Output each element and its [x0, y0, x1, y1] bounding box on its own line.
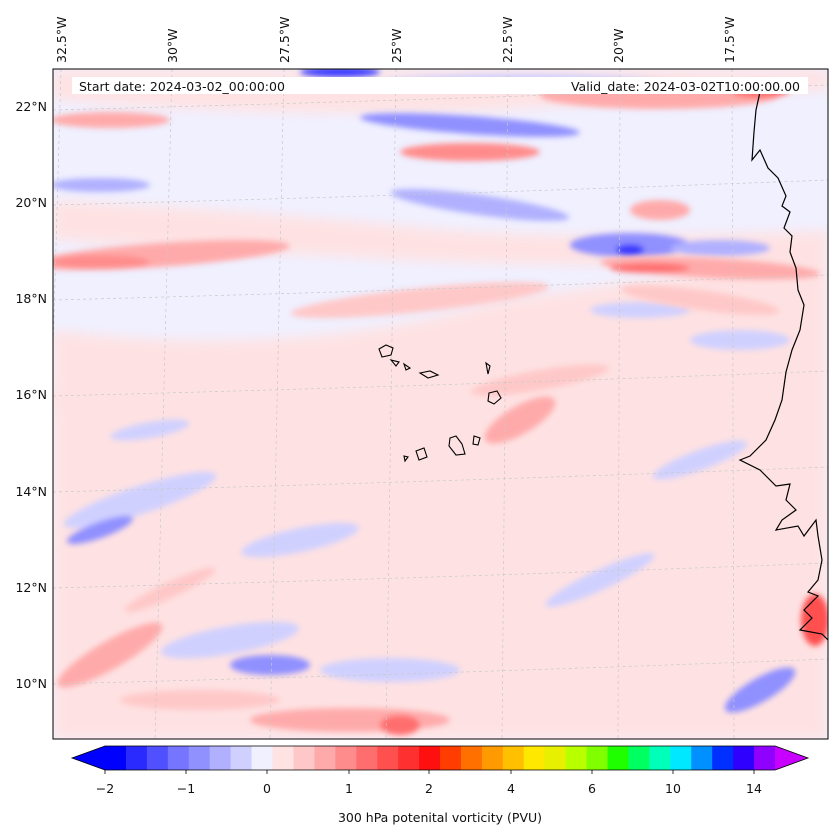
colorbar-tick-label: 1: [345, 781, 353, 796]
lat-label: 10°N: [15, 676, 47, 691]
colorbar-cell: [460, 746, 483, 770]
date-header-box: [72, 77, 808, 94]
lon-label: 25°W: [389, 28, 404, 63]
lat-label: 22°N: [15, 99, 47, 114]
colorbar-cell: [607, 746, 629, 770]
colorbar-cell: [230, 746, 253, 770]
colorbar-cell: [586, 746, 608, 770]
colorbar-cell: [251, 746, 273, 770]
africa-coastline: [738, 91, 828, 641]
colorbar-cell: [649, 746, 671, 770]
graticule: [53, 69, 828, 739]
colorbar-cell: [272, 746, 294, 770]
colorbar-cell: [712, 746, 734, 770]
colorbar-cell: [146, 746, 169, 770]
latitude-labels: 22°N 20°N 18°N 16°N 14°N 12°N 10°N: [15, 99, 47, 691]
colorbar-tick-label: −1: [177, 781, 195, 796]
colorbar-cell: [502, 746, 525, 770]
lon-label: 27.5°W: [277, 17, 292, 63]
colorbar-cell: [754, 746, 776, 770]
colorbar-cell: [398, 746, 420, 770]
colorbar-cell: [356, 746, 378, 770]
colorbar-cell: [125, 746, 148, 770]
lat-label: 12°N: [15, 580, 47, 595]
colorbar-tick-label: 4: [507, 781, 515, 796]
colorbar-cell: [293, 746, 315, 770]
colorbar-tick-label: 0: [263, 781, 271, 796]
map-frame: [52, 68, 829, 740]
colorbar-cell: [481, 746, 504, 770]
colorbar-cell: [544, 746, 567, 770]
colorbar-tick-label: 6: [588, 781, 596, 796]
colorbar-tick-label: 10: [665, 781, 681, 796]
colorbar-cell: [733, 746, 755, 770]
colorbar: −2 −1 0 1 2 4 6 10 14 300 hPa potenital …: [70, 745, 810, 825]
colorbar-cell: [377, 746, 399, 770]
start-date: Start date: 2024-03-02_00:00:00: [79, 79, 285, 94]
colorbar-cell: [167, 746, 190, 770]
colorbar-over-arrow: [775, 746, 808, 770]
colorbar-cell: [419, 746, 441, 770]
lon-label: 32.5°W: [54, 17, 69, 63]
lon-label: 22.5°W: [500, 17, 515, 63]
colorbar-cell: [565, 746, 588, 770]
lon-label: 30°W: [165, 28, 180, 63]
colorbar-under-arrow: [72, 746, 105, 770]
lat-label: 14°N: [15, 484, 47, 499]
lat-label: 20°N: [15, 195, 47, 210]
lon-label: 20°W: [611, 28, 626, 63]
colorbar-label: 300 hPa potenital vorticity (PVU): [338, 810, 542, 825]
colorbar-tick-label: −2: [96, 781, 114, 796]
colorbar-cell: [188, 746, 211, 770]
colorbar-cell: [691, 746, 713, 770]
colorbar-cell: [314, 746, 336, 770]
colorbar-cell: [209, 746, 232, 770]
colorbar-cell: [628, 746, 650, 770]
longitude-labels: 32.5°W 30°W 27.5°W 25°W 22.5°W 20°W 17.5…: [54, 17, 737, 63]
colorbar-tick-label: 14: [746, 781, 762, 796]
colorbar-tick-label: 2: [425, 781, 433, 796]
lat-label: 16°N: [15, 387, 47, 402]
lat-label: 18°N: [15, 291, 47, 306]
colorbar-cell: [523, 746, 546, 770]
pv-contour-field: [53, 69, 828, 739]
lon-label: 17.5°W: [722, 17, 737, 63]
colorbar-cell: [670, 746, 692, 770]
colorbar-cell: [105, 746, 127, 770]
colorbar-cell: [440, 746, 462, 770]
cape-verde-islands: [378, 344, 502, 463]
valid-date: Valid_date: 2024-03-02T10:00:00.00: [571, 79, 800, 94]
colorbar-cell: [335, 746, 357, 770]
